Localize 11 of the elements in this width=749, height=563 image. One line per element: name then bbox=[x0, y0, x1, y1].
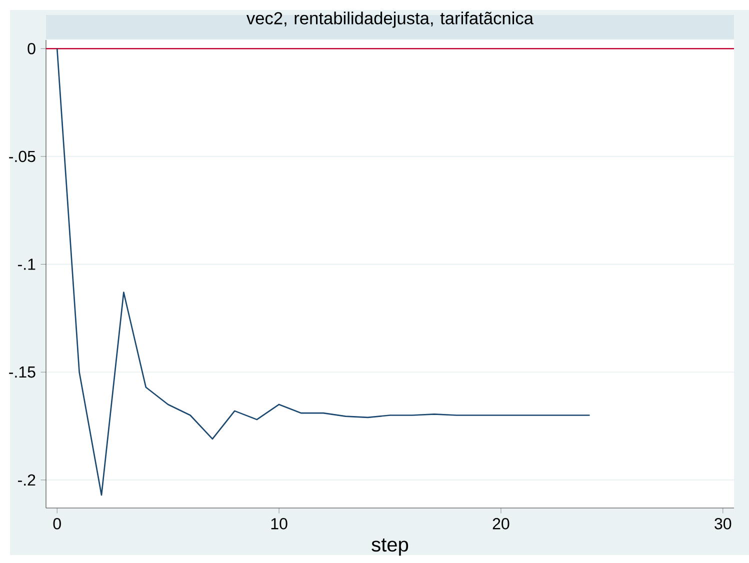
y-tick-label: -.2 bbox=[18, 474, 36, 486]
x-tick-label: 30 bbox=[714, 518, 732, 530]
y-tick-label: 0 bbox=[28, 42, 36, 54]
y-tick-label: -.05 bbox=[9, 150, 36, 162]
chart-title: vec2, rentabilidadejusta, tarifatãcnica bbox=[246, 12, 534, 28]
x-axis-title: step bbox=[372, 538, 408, 556]
y-tick-label: -.15 bbox=[9, 366, 36, 378]
y-tick-label: -.1 bbox=[18, 258, 36, 270]
x-tick-label: 20 bbox=[492, 518, 510, 530]
x-tick-label: 10 bbox=[271, 518, 288, 530]
x-tick-label: 0 bbox=[53, 518, 61, 530]
